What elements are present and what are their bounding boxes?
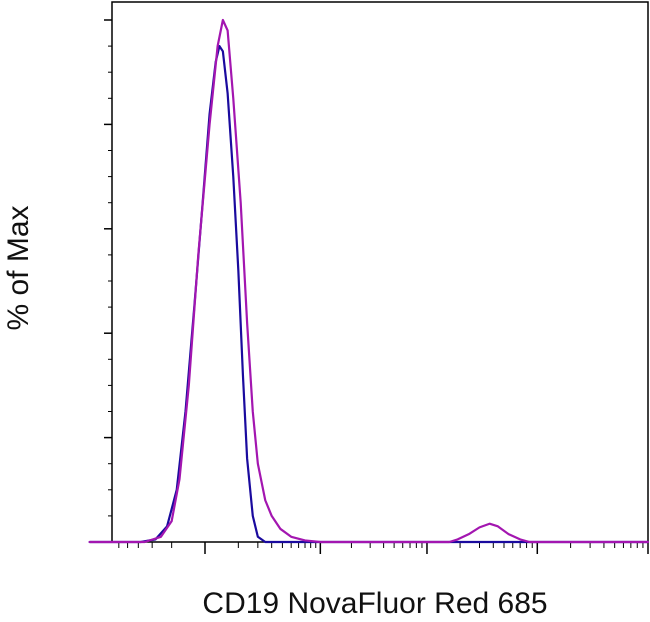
plot-frame <box>111 1 649 543</box>
series-layer <box>88 18 650 544</box>
y-axis-ticks <box>104 19 112 543</box>
series-line-1 <box>88 45 650 544</box>
y-axis-label: % of Max <box>2 205 35 330</box>
x-axis-label: CD19 NovaFluor Red 685 <box>202 587 547 620</box>
x-axis-ticks <box>118 542 649 554</box>
series-line-2 <box>88 18 650 544</box>
